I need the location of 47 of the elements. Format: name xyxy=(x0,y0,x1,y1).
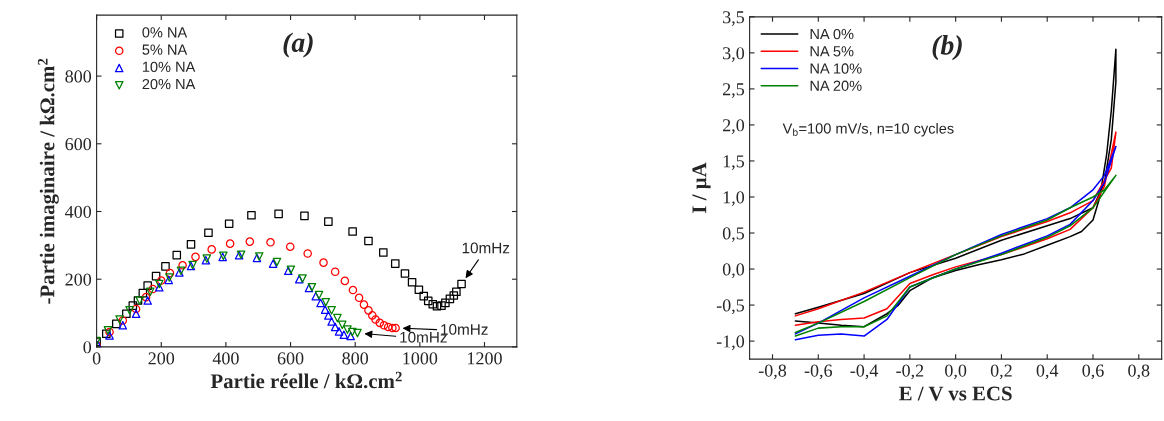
text: (a) xyxy=(283,32,313,58)
x-tick-label: 1000 xyxy=(403,352,438,365)
annotation: 10mHz xyxy=(462,242,510,254)
y-tick-label: 2,5 xyxy=(722,83,745,98)
y-tick-label: 3,5 xyxy=(723,11,745,26)
x-tick-label: 0,6 xyxy=(1082,364,1104,380)
x-tick-label: 400 xyxy=(212,352,239,365)
x-tick-label: 200 xyxy=(148,352,175,365)
annotation: V$_{b}$=100 mV/s, n=10 cycles xyxy=(782,122,954,137)
x-tick-label: 0,2 xyxy=(990,364,1012,380)
x-tick-label: -0,6 xyxy=(804,364,833,380)
y-tick-label: -1,0 xyxy=(716,335,745,351)
y-axis-title: -Partie imaginaire / kΩ.cm$^{2}$ xyxy=(37,58,59,304)
x-axis-title: E / V vs ECS xyxy=(899,386,1012,401)
y-tick-label: 3,0 xyxy=(723,47,745,62)
legend-label: NA 20% xyxy=(810,80,862,91)
x-tick-label: -0,8 xyxy=(758,364,787,380)
y-tick-label: 1,5 xyxy=(723,155,745,170)
x-tick-label: -0,4 xyxy=(850,364,879,380)
x-axis-title: Partie réelle / kΩ.cm$^{2}$ xyxy=(210,371,402,389)
text: (b) xyxy=(932,35,962,61)
y-tick-label: 0,0 xyxy=(722,263,745,279)
y-tick-label: -0,5 xyxy=(716,299,745,315)
y-tick-label: 0,5 xyxy=(722,227,745,243)
legend-label: NA 5% xyxy=(810,46,854,57)
x-tick-label: 0 xyxy=(92,352,101,365)
y-tick-label: 600 xyxy=(65,138,92,151)
legend-label: NA 0% xyxy=(810,28,854,40)
y-tick-label: 1,0 xyxy=(723,191,745,207)
y-tick-label: 2,0 xyxy=(722,119,745,134)
y-tick-label: 400 xyxy=(65,205,92,218)
x-tick-label: 600 xyxy=(277,352,304,365)
x-tick-label: 0,0 xyxy=(945,364,967,380)
legend-label: 0% NA xyxy=(142,27,188,38)
y-tick-label: 0 xyxy=(83,341,92,354)
y-tick-label: 800 xyxy=(65,70,92,83)
legend-label: 20% NA xyxy=(142,78,196,90)
legend-label: 5% NA xyxy=(142,44,188,55)
y-axis-title: I / µA xyxy=(692,162,711,213)
legend-label: 10% NA xyxy=(142,61,196,73)
x-tick-label: 800 xyxy=(342,352,369,365)
x-tick-label: 0,8 xyxy=(1128,364,1150,380)
y-tick-label: 200 xyxy=(65,273,92,286)
legend-label: NA 10% xyxy=(810,63,862,74)
x-tick-label: 1200 xyxy=(468,352,502,365)
x-tick-label: 0,4 xyxy=(1036,364,1059,380)
x-tick-label: -0,2 xyxy=(896,364,924,380)
